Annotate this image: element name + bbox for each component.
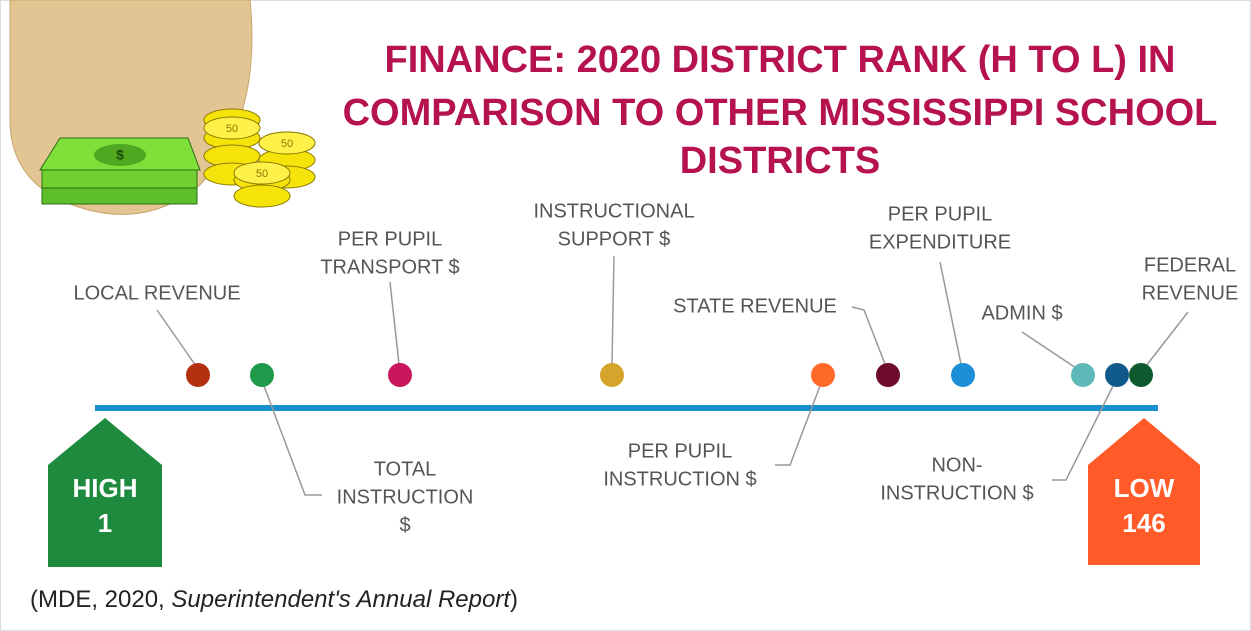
rank-dot <box>811 363 835 387</box>
rank-dot <box>186 363 210 387</box>
rank-dot <box>388 363 412 387</box>
node-label: TRANSPORT $ <box>320 256 459 278</box>
high-marker <box>48 418 162 567</box>
rank-dot <box>1071 363 1095 387</box>
node-label: EXPENDITURE <box>869 231 1011 253</box>
title-line: COMPARISON TO OTHER MISSISSIPPI SCHOOL <box>343 92 1218 134</box>
rank-dot <box>951 363 975 387</box>
leader-line <box>389 281 400 365</box>
rank-dot <box>600 363 624 387</box>
node-label: $ <box>399 514 410 536</box>
title-line: FINANCE: 2020 DISTRICT RANK (H TO L) IN <box>384 39 1175 81</box>
high-rank: 1 <box>98 508 112 538</box>
rank-dot <box>876 363 900 387</box>
rank-dot <box>1129 363 1153 387</box>
node-label: INSTRUCTIONAL <box>533 200 694 222</box>
node-label: INSTRUCTION <box>337 486 474 508</box>
coin-face <box>258 131 316 155</box>
node-label: PER PUPIL <box>338 228 442 250</box>
node-label: NON- <box>931 454 982 476</box>
leader-line <box>1021 331 1077 369</box>
source-text: ) <box>510 586 518 613</box>
leader-line <box>939 261 962 365</box>
node-label: PER PUPIL <box>888 203 992 225</box>
source-text: (MDE, 2020, <box>30 586 171 613</box>
money-graphic: $ <box>9 0 253 215</box>
source-title: Superintendent's Annual Report <box>171 586 511 613</box>
leader-line <box>775 385 821 466</box>
source: (MDE, 2020, Superintendent's Annual Repo… <box>30 586 518 613</box>
low-rank: 146 <box>1122 508 1165 538</box>
coin-label: 50 <box>226 123 238 135</box>
coin-label: 50 <box>256 168 268 180</box>
node-label: INSTRUCTION $ <box>880 482 1033 504</box>
leader-line <box>851 306 886 365</box>
nodes: LOCAL REVENUE TOTAL INSTRUCTION $ PER PUPIL T… <box>73 200 1238 536</box>
node-label: LOCAL REVENUE <box>73 282 240 304</box>
node-label: FEDERAL <box>1144 254 1236 276</box>
node-label: INSTRUCTION $ <box>603 468 756 490</box>
coin-label: 50 <box>281 138 293 150</box>
leader-line <box>611 255 615 365</box>
node-label: REVENUE <box>1142 282 1239 304</box>
coin-face <box>203 116 261 140</box>
high-label: HIGH <box>73 473 138 503</box>
low-marker <box>1088 418 1200 565</box>
node-label: STATE REVENUE <box>673 295 837 317</box>
rank-dot <box>250 363 274 387</box>
node-label: PER PUPIL <box>628 440 732 462</box>
bill-symbol: $ <box>116 147 124 163</box>
leader-line <box>263 385 322 496</box>
coins: 50 50 50 <box>203 108 316 208</box>
coin <box>233 184 291 208</box>
coin-face <box>233 161 291 185</box>
node-label: SUPPORT $ <box>558 228 671 250</box>
title-line: DISTRICTS <box>680 140 881 182</box>
rank-dot <box>1105 363 1129 387</box>
leader-line <box>1145 311 1189 367</box>
leader-line <box>156 309 197 367</box>
node-label: TOTAL <box>374 458 437 480</box>
leader-line <box>1052 385 1114 481</box>
bill-seal <box>94 144 146 166</box>
node-label: ADMIN $ <box>981 302 1062 324</box>
low-label: LOW <box>1114 473 1175 503</box>
